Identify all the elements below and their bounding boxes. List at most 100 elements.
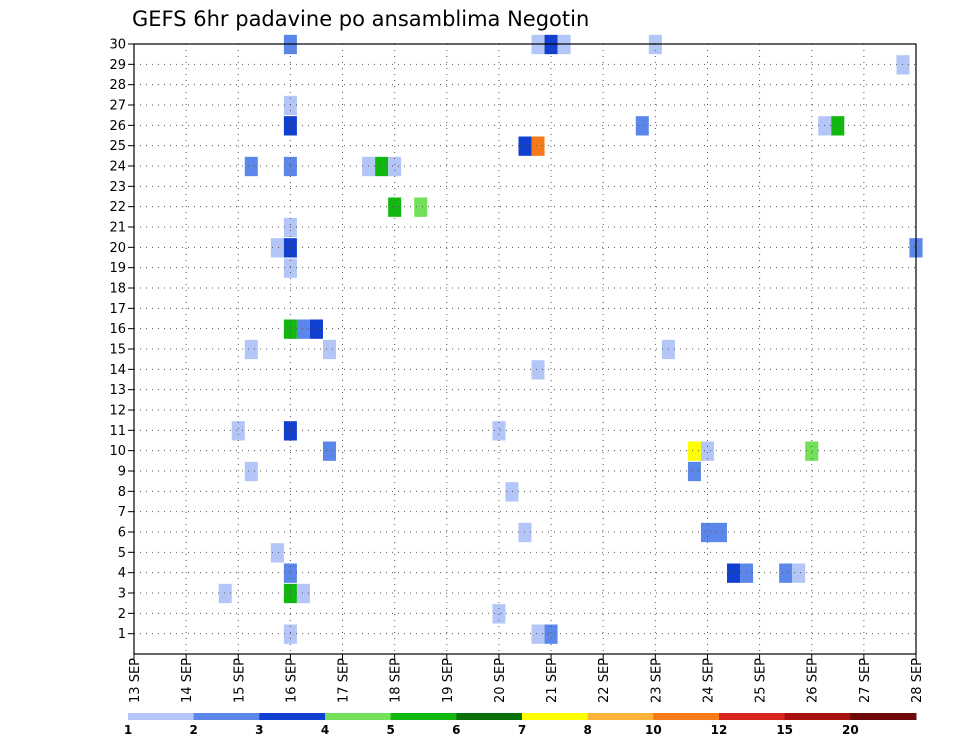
colorbar-swatch-4 (390, 713, 457, 720)
precip-cell-49 (779, 563, 793, 583)
colorbar-label-4: 5 (386, 723, 394, 737)
y-tick-label-30: 30 (109, 38, 126, 53)
precip-cell-13 (244, 156, 258, 177)
y-tick-label-15: 15 (109, 343, 126, 358)
colorbar-label-9: 12 (711, 723, 728, 737)
precip-cell-21 (270, 238, 284, 258)
y-tick-label-14: 14 (109, 363, 126, 378)
x-tick-label-7: 20 SEP (493, 658, 508, 703)
x-tick-label-5: 18 SEP (389, 658, 404, 703)
y-tick-label-9: 9 (118, 465, 126, 480)
precip-cell-41 (505, 482, 519, 502)
precip-cell-50 (792, 563, 806, 583)
y-tick-label-13: 13 (109, 383, 126, 398)
y-tick-label-12: 12 (109, 404, 126, 419)
precip-cell-12 (531, 136, 545, 156)
y-tick-label-11: 11 (109, 424, 126, 439)
y-tick-label-4: 4 (118, 566, 126, 581)
colorbar-label-10: 15 (776, 723, 793, 737)
colorbar-swatch-0 (128, 713, 195, 720)
precip-cell-28 (244, 339, 258, 360)
y-tick-label-23: 23 (109, 180, 126, 195)
colorbar-swatch-2 (259, 713, 326, 720)
precip-cell-31 (531, 360, 545, 380)
x-tick-label-14: 27 SEP (858, 658, 873, 703)
precip-cell-26 (296, 319, 310, 339)
y-tick-label-1: 1 (118, 627, 126, 642)
precip-cell-5 (896, 55, 910, 75)
precip-cell-19 (414, 197, 428, 217)
precip-cell-54 (492, 604, 506, 624)
y-tick-label-21: 21 (109, 221, 126, 236)
x-axis: 13 SEP 14 SEP 15 SEP 16 SEP 17 SEP 18 SEP 19 S… (128, 654, 925, 703)
y-tick-label-2: 2 (118, 607, 126, 622)
precip-cell-18 (388, 197, 402, 217)
colorbar-swatch-5 (456, 713, 523, 720)
precip-cell-10 (831, 116, 845, 136)
precip-cell-7 (283, 116, 297, 136)
colorbar-label-2: 3 (255, 723, 263, 737)
precip-cell-16 (375, 156, 389, 177)
colorbar: 1 2 3 4 5 6 7 8 10 12 15 20 (124, 713, 917, 737)
chart-title: GEFS 6hr padavine po ansamblima Negotin (132, 7, 589, 31)
colorbar-swatch-8 (653, 713, 720, 720)
y-tick-label-28: 28 (109, 78, 126, 93)
precip-cell-36 (687, 441, 701, 461)
precip-cell-44 (713, 522, 728, 543)
precip-cell-17 (388, 156, 402, 177)
colorbar-label-11: 20 (842, 723, 859, 737)
precip-cell-39 (244, 461, 258, 482)
colorbar-swatch-6 (522, 713, 589, 720)
precip-cell-32 (231, 421, 245, 441)
y-axis: 1234567891011121314151617181920212223242… (109, 38, 134, 642)
precip-cell-56 (531, 624, 545, 644)
x-tick-label-9: 22 SEP (597, 658, 612, 703)
precip-cell-9 (818, 116, 832, 136)
x-tick-label-6: 19 SEP (441, 658, 456, 703)
precip-cell-34 (492, 421, 506, 441)
precipitation-cells (218, 34, 923, 644)
colorbar-swatch-1 (193, 713, 260, 720)
x-tick-label-3: 16 SEP (284, 658, 299, 703)
x-tick-label-12: 25 SEP (754, 658, 769, 703)
colorbar-label-0: 1 (124, 723, 132, 737)
colorbar-swatch-3 (325, 713, 392, 720)
precip-cell-27 (309, 319, 323, 339)
y-tick-label-19: 19 (109, 261, 126, 276)
colorbar-label-1: 2 (189, 723, 197, 737)
colorbar-swatch-7 (587, 713, 654, 720)
precip-cell-37 (700, 441, 714, 461)
precip-cell-43 (700, 522, 714, 543)
y-tick-label-27: 27 (109, 99, 126, 114)
colorbar-swatch-9 (719, 713, 786, 720)
precip-cell-38 (805, 441, 819, 461)
y-tick-label-7: 7 (118, 505, 126, 520)
precip-cell-53 (296, 583, 310, 604)
x-tick-label-8: 21 SEP (545, 658, 560, 703)
precip-cell-8 (635, 116, 649, 136)
colorbar-label-3: 4 (321, 723, 329, 737)
precip-cell-29 (322, 339, 337, 360)
y-tick-label-24: 24 (109, 160, 126, 175)
y-tick-label-20: 20 (109, 241, 126, 256)
colorbar-label-6: 7 (518, 723, 526, 737)
x-tick-label-2: 15 SEP (232, 658, 247, 703)
y-tick-label-5: 5 (118, 546, 126, 561)
y-tick-label-16: 16 (109, 322, 126, 337)
colorbar-swatch-10 (784, 713, 851, 720)
y-tick-label-26: 26 (109, 119, 126, 134)
y-tick-label-3: 3 (118, 587, 126, 602)
y-tick-label-22: 22 (109, 200, 126, 215)
colorbar-label-7: 8 (583, 723, 591, 737)
y-tick-label-6: 6 (118, 526, 126, 541)
precip-cell-33 (283, 421, 297, 441)
x-tick-label-13: 26 SEP (806, 658, 821, 703)
y-tick-label-8: 8 (118, 485, 126, 500)
y-tick-label-25: 25 (109, 139, 126, 154)
precip-cell-47 (727, 563, 741, 583)
colorbar-label-5: 6 (452, 723, 460, 737)
colorbar-swatch-11 (850, 713, 917, 720)
y-tick-label-18: 18 (109, 282, 126, 297)
x-tick-label-1: 14 SEP (180, 658, 195, 703)
